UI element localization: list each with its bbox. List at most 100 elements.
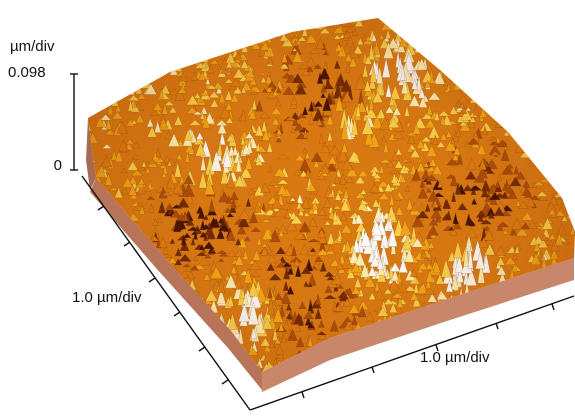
y-axis xyxy=(81,175,251,411)
surface-spike xyxy=(88,26,102,32)
surface-spike xyxy=(514,55,526,67)
surface-spike xyxy=(460,370,472,372)
surface-spike xyxy=(495,364,501,369)
surface-spike xyxy=(161,325,167,336)
surface-spike xyxy=(89,341,97,353)
surface-spike xyxy=(109,57,120,67)
surface-spike xyxy=(88,85,97,97)
surface-spike xyxy=(283,18,296,23)
surface-spike xyxy=(514,121,525,126)
surface-spike xyxy=(174,40,185,45)
surface-spike xyxy=(158,50,166,55)
surface-spike xyxy=(174,357,186,363)
surface-spike xyxy=(154,354,161,366)
surface-spike xyxy=(506,354,516,364)
surface-spike xyxy=(439,38,449,45)
surface-spike xyxy=(500,18,507,21)
surface-spike xyxy=(563,309,571,321)
surface-spike xyxy=(161,345,174,358)
surface-spike xyxy=(284,18,296,20)
surface-spike xyxy=(88,230,93,237)
surface-spike xyxy=(331,12,341,15)
surface-spike xyxy=(434,23,444,27)
surface-spike xyxy=(567,314,575,321)
surface-spike xyxy=(449,27,456,35)
surface-spike xyxy=(90,216,103,227)
surface-spike xyxy=(271,30,278,38)
surface-spike xyxy=(532,157,543,165)
surface-spike xyxy=(508,363,515,370)
surface-spike xyxy=(479,367,491,372)
surface-spike xyxy=(329,18,338,19)
surface-spike xyxy=(556,179,563,187)
surface-spike xyxy=(210,368,223,372)
surface-spike xyxy=(553,79,566,92)
surface-spike xyxy=(107,335,119,348)
surface-spike xyxy=(568,311,573,324)
surface-spike xyxy=(562,172,572,184)
surface-spike xyxy=(472,344,486,349)
surface-spike xyxy=(559,132,565,143)
surface-spike xyxy=(421,338,435,345)
surface-spike xyxy=(420,9,431,16)
surface-spike xyxy=(94,227,100,240)
surface-spike xyxy=(102,227,115,240)
surface-spike xyxy=(420,29,434,37)
surface-spike xyxy=(558,326,570,339)
surface-spike xyxy=(439,6,447,16)
surface-spike xyxy=(516,18,529,21)
surface-spike xyxy=(547,352,560,365)
surface-spike xyxy=(522,105,535,115)
surface-spike xyxy=(110,257,120,263)
surface-spike xyxy=(489,362,503,367)
surface-spike xyxy=(193,341,202,350)
surface-spike xyxy=(125,265,133,270)
surface-spike xyxy=(98,67,105,79)
surface-spike xyxy=(95,233,104,240)
z-axis-max-label: 0.098 xyxy=(8,64,46,81)
surface-spike xyxy=(532,317,539,330)
surface-spike xyxy=(128,24,140,29)
surface-spike xyxy=(553,172,559,183)
surface-spike xyxy=(151,50,156,62)
surface-spike xyxy=(468,18,481,20)
surface-spike xyxy=(500,333,509,341)
surface-spike xyxy=(106,256,117,268)
surface-spike xyxy=(88,321,100,333)
surface-spike xyxy=(546,21,554,25)
surface-spike xyxy=(204,365,214,372)
surface-spike xyxy=(562,61,569,72)
surface-spike xyxy=(514,330,526,342)
surface-spike xyxy=(537,325,544,337)
surface-spike xyxy=(523,375,531,380)
surface-spike xyxy=(349,18,360,21)
surface-spike xyxy=(171,308,177,314)
surface-spike xyxy=(569,135,574,146)
surface-spike xyxy=(559,362,568,372)
surface-spike xyxy=(491,98,504,104)
surface-spike xyxy=(537,292,544,302)
surface-spike xyxy=(124,55,132,61)
surface-spike xyxy=(542,144,551,153)
surface-spike xyxy=(510,354,517,365)
surface-spike xyxy=(489,51,496,64)
surface-spike xyxy=(542,154,555,159)
surface-spike xyxy=(460,26,473,30)
surface-spike xyxy=(107,249,113,261)
z-axis xyxy=(70,73,78,171)
surface-spike xyxy=(157,62,162,75)
surface-spike xyxy=(111,331,125,336)
surface-spike xyxy=(135,51,147,61)
surface-spike xyxy=(88,57,98,66)
surface-spike xyxy=(129,333,141,346)
surface-spike xyxy=(318,11,324,16)
surface-spike xyxy=(444,35,455,41)
surface-spike xyxy=(168,362,177,369)
surface-spike xyxy=(290,18,297,20)
surface-spike xyxy=(468,316,481,325)
surface-spike xyxy=(528,100,542,105)
surface-spike xyxy=(511,18,518,31)
surface-spike xyxy=(88,368,95,372)
surface-side-left xyxy=(86,118,96,190)
surface-spike xyxy=(88,78,96,84)
